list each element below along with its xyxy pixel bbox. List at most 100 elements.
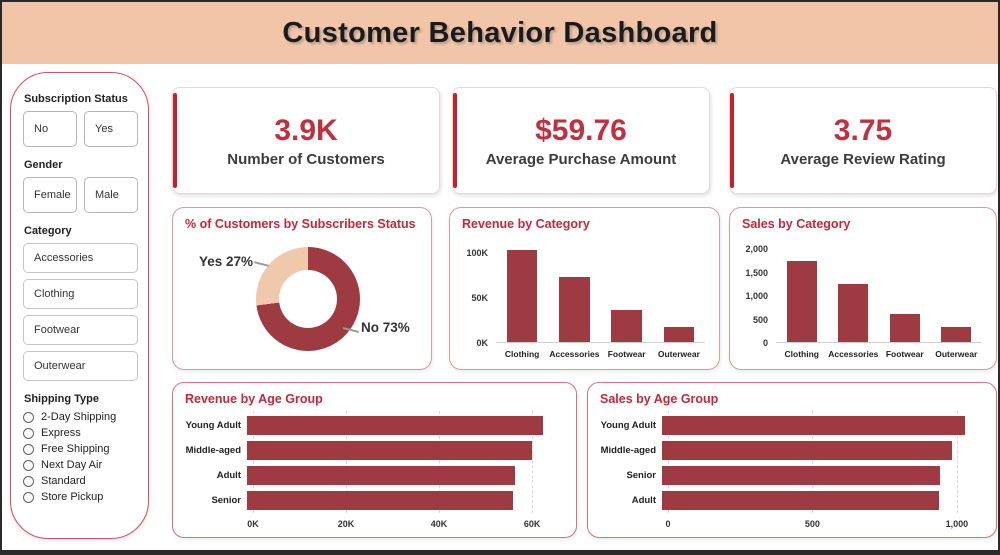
kpi-value: $59.76: [535, 113, 627, 147]
bar-slot: [601, 242, 653, 342]
bar-senior[interactable]: [247, 491, 513, 510]
kpi-card-number-of-customers: 3.9K Number of Customers: [172, 87, 440, 194]
bar-outerwear[interactable]: [941, 327, 972, 342]
shipping-option-standard[interactable]: Standard: [23, 475, 138, 487]
bar-middle-aged[interactable]: [662, 441, 953, 460]
filter-gender-male[interactable]: Male: [84, 177, 138, 213]
gridline: [956, 411, 958, 513]
filter-category-outerwear[interactable]: Outerwear: [23, 351, 138, 381]
shipping-option-2day[interactable]: 2-Day Shipping: [23, 411, 138, 423]
bar-row: Young Adult: [600, 416, 980, 435]
bar-slot: [931, 242, 983, 342]
plot-area: [776, 242, 982, 343]
bar-adult[interactable]: [247, 466, 515, 485]
y-tick-label: 50K: [471, 292, 488, 303]
shipping-option-nextday[interactable]: Next Day Air: [23, 459, 138, 471]
x-tick-label: 60K: [523, 519, 541, 529]
filter-label-category: Category: [24, 225, 72, 237]
bar-row: Adult: [600, 491, 980, 510]
bar-row: Senior: [600, 466, 980, 485]
kpi-accent-bar: [730, 93, 734, 188]
bar-accessories[interactable]: [559, 276, 590, 342]
gridline: [253, 411, 254, 513]
option-label: Free Shipping: [41, 443, 110, 455]
bar-adult[interactable]: [662, 491, 939, 510]
chart-title: Sales by Age Group: [600, 392, 719, 406]
filter-category-footwear[interactable]: Footwear: [23, 315, 138, 345]
filter-subscription-no[interactable]: No: [23, 111, 77, 147]
bar-young-adult[interactable]: [662, 416, 966, 435]
filter-subscription-yes[interactable]: Yes: [84, 111, 138, 147]
bar-rows: Young Adult Middle-aged Senior Adult: [600, 413, 980, 513]
kpi-value: 3.75: [833, 113, 893, 147]
revenue-by-age-group-chart[interactable]: 0K 20K 40K 60K Young Adult Middle-aged Adult Se…: [185, 411, 560, 531]
chart-title: % of Customers by Subscribers Status: [185, 217, 416, 231]
bar-track: [247, 466, 560, 485]
bar-middle-aged[interactable]: [247, 441, 532, 460]
category-label: Clothing: [784, 349, 819, 359]
revenue-by-category-card: Revenue by Category 0K 50K 100K Clothing Acc…: [449, 207, 720, 370]
option-label: No: [34, 123, 49, 135]
category-label: Adult: [216, 470, 241, 481]
chart-title: Revenue by Category: [462, 217, 590, 231]
bar-track: [247, 416, 560, 435]
kpi-accent-bar: [453, 93, 457, 188]
shipping-option-free[interactable]: Free Shipping: [23, 443, 138, 455]
filter-category-clothing[interactable]: Clothing: [23, 279, 138, 309]
bar-track: [662, 491, 980, 510]
category-label: Outerwear: [935, 349, 978, 359]
y-axis: 0 500 1,000 1,500 2,000: [740, 242, 772, 348]
sales-by-category-chart[interactable]: 0 500 1,000 1,500 2,000 Clothing Accessories Fo…: [740, 242, 986, 361]
y-axis: 0K 50K 100K: [460, 242, 492, 348]
option-label: Male: [95, 189, 119, 201]
category-label: Clothing: [504, 349, 540, 359]
bar-slot: [548, 242, 600, 342]
x-axis-labels: Clothing Accessories Footwear Outerwear: [776, 345, 982, 361]
bar-clothing[interactable]: [506, 250, 538, 342]
bar-slot: [828, 242, 880, 342]
x-tick-label: 0: [665, 519, 671, 529]
shipping-option-express[interactable]: Express: [23, 427, 138, 439]
category-label: Adult: [631, 495, 656, 506]
shipping-option-pickup[interactable]: Store Pickup: [23, 491, 138, 503]
y-tick-label: 0: [762, 338, 768, 348]
radio-icon: [23, 427, 34, 439]
subscribers-donut-card: % of Customers by Subscribers Status Yes…: [172, 207, 432, 370]
bar-footwear[interactable]: [611, 309, 642, 342]
sales-by-category-card: Sales by Category 0 500 1,000 1,500 2,000 Clo…: [729, 207, 997, 370]
bar-outerwear[interactable]: [663, 326, 695, 342]
filter-gender-female[interactable]: Female: [23, 177, 77, 213]
y-tick-label: 1,500: [745, 267, 768, 278]
option-label: Store Pickup: [41, 491, 104, 503]
bar-slot: [776, 242, 828, 342]
kpi-accent-bar: [173, 93, 177, 188]
filter-category-accessories[interactable]: Accessories: [23, 243, 138, 273]
y-tick-label: 1,000: [745, 291, 768, 302]
sales-by-age-group-chart[interactable]: 0 500 1,000 Young Adult Middle-aged Senior Adu…: [600, 411, 980, 531]
x-tick-label: 0K: [247, 519, 259, 529]
bar-clothing[interactable]: [786, 261, 817, 342]
kpi-card-average-review-rating: 3.75 Average Review Rating: [729, 87, 997, 194]
kpi-card-average-purchase-amount: $59.76 Average Purchase Amount: [452, 87, 710, 194]
bar-row: Young Adult: [185, 416, 560, 435]
bar-senior[interactable]: [662, 466, 941, 485]
kpi-label: Number of Customers: [227, 150, 385, 168]
revenue-by-category-chart[interactable]: 0K 50K 100K Clothing Accessories Footwear Oute…: [460, 242, 709, 361]
option-label: 2-Day Shipping: [41, 411, 117, 423]
bar-footwear[interactable]: [889, 314, 920, 342]
category-label: Accessories: [549, 349, 600, 359]
y-tick-label: 2,000: [745, 244, 768, 255]
bar-row: Adult: [185, 466, 560, 485]
option-label: Standard: [41, 475, 86, 487]
category-label: Accessories: [828, 349, 879, 359]
bar-accessories[interactable]: [838, 284, 869, 342]
bar-track: [662, 441, 980, 460]
bar-young-adult[interactable]: [247, 416, 544, 435]
bar-slot: [879, 242, 931, 342]
bar-slot: [496, 242, 548, 342]
donut-hole: [279, 270, 337, 328]
donut-label-no: No 73%: [361, 320, 410, 335]
subscribers-donut[interactable]: [256, 247, 360, 351]
dashboard-header: Customer Behavior Dashboard: [2, 2, 998, 64]
bar-track: [662, 466, 980, 485]
